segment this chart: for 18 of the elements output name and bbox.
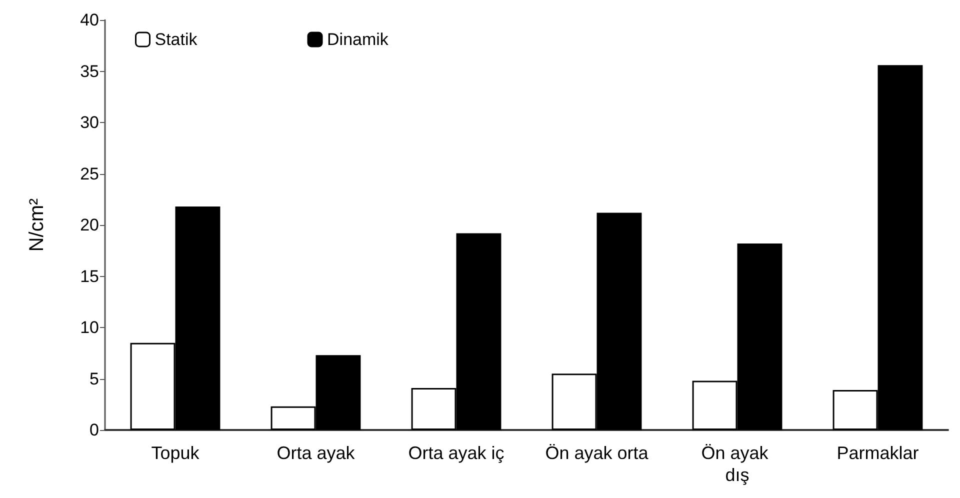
y-tick-label: 5 xyxy=(90,369,99,388)
y-tick-label: 0 xyxy=(90,420,99,440)
legend-label: Statik xyxy=(154,30,198,49)
x-tick-label: Parmaklar xyxy=(836,443,919,463)
x-tick-label: Topuk xyxy=(151,443,200,463)
y-tick-label: 40 xyxy=(80,10,99,30)
y-tick-label: 25 xyxy=(80,164,99,184)
y-tick-label: 30 xyxy=(80,113,99,132)
y-tick-label: 10 xyxy=(80,318,99,337)
x-tick-label: Orta ayak iç xyxy=(408,443,504,463)
y-tick-label: 15 xyxy=(80,266,99,286)
x-tick-label: Orta ayak xyxy=(276,443,356,463)
x-tick-label: Ön ayak dış xyxy=(701,443,774,485)
y-tick-label: 35 xyxy=(80,62,99,81)
legend-label: Dinamik xyxy=(327,30,389,49)
x-tick-label: Ön ayak orta xyxy=(545,443,650,463)
y-tick-label: 20 xyxy=(80,216,99,234)
y-axis-title: N/cm² xyxy=(26,198,48,252)
